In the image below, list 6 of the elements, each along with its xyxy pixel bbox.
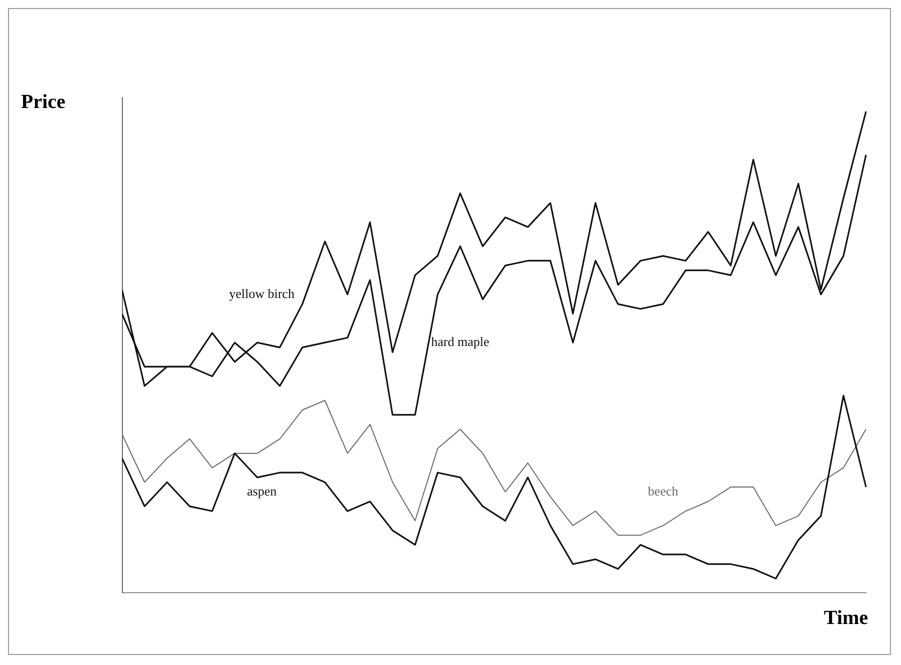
y-axis-title: Price (21, 91, 66, 114)
series-label: hard maple (431, 334, 490, 350)
series-label: aspen (246, 483, 278, 498)
series-label: beech (648, 483, 679, 498)
series-label: yellow birch (229, 286, 295, 301)
x-axis-title: Time (824, 607, 868, 630)
